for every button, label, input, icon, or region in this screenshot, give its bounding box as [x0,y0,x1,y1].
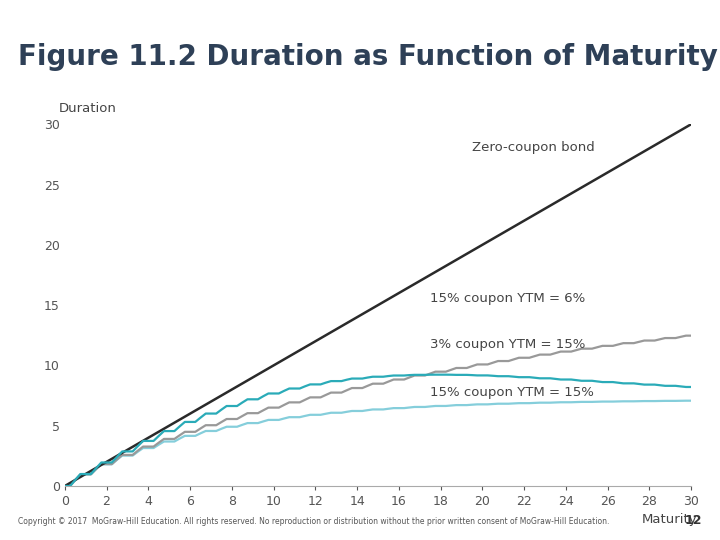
Text: 3% coupon YTM = 15%: 3% coupon YTM = 15% [431,338,585,351]
Text: 15% coupon YTM = 6%: 15% coupon YTM = 6% [431,292,585,305]
Text: 15% coupon YTM = 15%: 15% coupon YTM = 15% [431,386,594,399]
Text: Figure 11.2 Duration as Function of Maturity: Figure 11.2 Duration as Function of Matu… [18,43,718,71]
Text: Maturity: Maturity [642,512,698,525]
Text: Duration: Duration [58,102,117,114]
Text: Copyright © 2017  Mo​Graw-Hill Education. All rights reserved. No reproduction o: Copyright © 2017 Mo​Graw-Hill Education.… [18,517,609,526]
Text: 12: 12 [685,514,702,526]
Text: Zero-coupon bond: Zero-coupon bond [472,141,595,154]
